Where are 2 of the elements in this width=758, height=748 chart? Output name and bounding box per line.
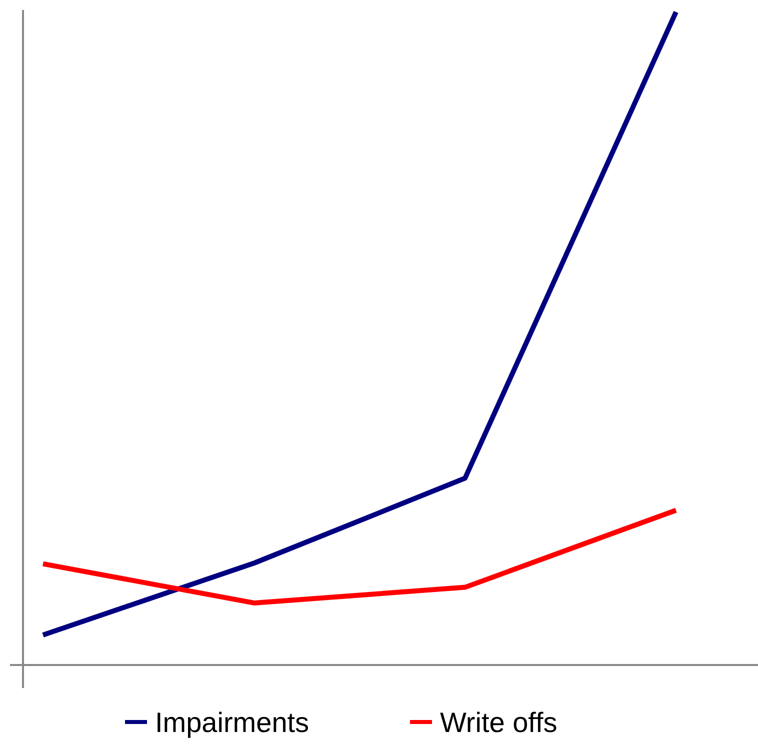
legend-label: Write offs [440, 707, 558, 738]
legend-label: Impairments [155, 707, 310, 738]
